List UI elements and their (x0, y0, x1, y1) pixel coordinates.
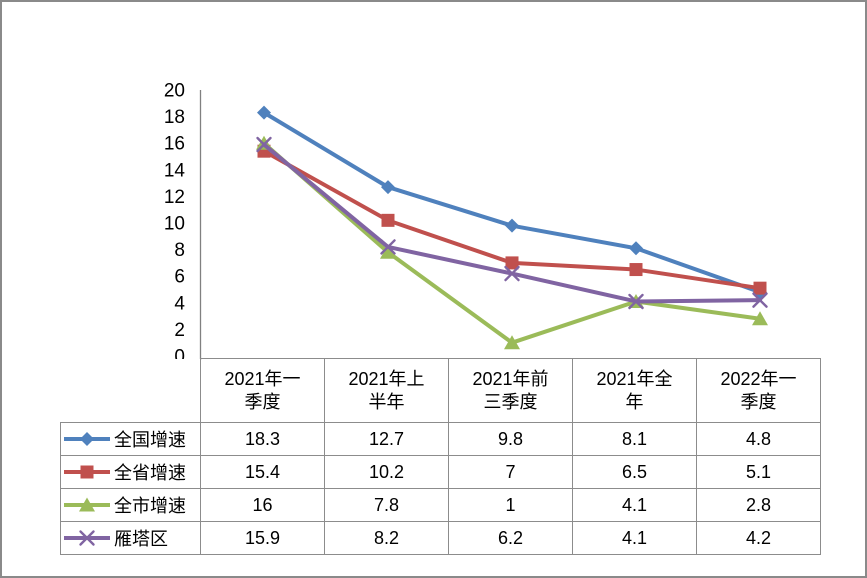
y-tick-label: 20 (164, 81, 185, 102)
category-header-cell-2: 2021年前 三季度 (448, 358, 573, 423)
category-header-cell-3: 2021年全 年 (572, 358, 697, 423)
legend-cell-2: 全市增速 (60, 488, 201, 522)
value-cell-1-3: 6.5 (572, 455, 697, 489)
y-tick-label: 10 (164, 214, 185, 235)
legend-key: 雁塔区 (62, 525, 200, 551)
table-corner-cell (60, 358, 201, 423)
triangle-marker-icon (504, 335, 520, 350)
diamond-marker-icon (381, 180, 395, 195)
value-cell-1-0: 15.4 (200, 455, 325, 489)
series-line-2 (262, 141, 762, 345)
value-cell-3-2: 6.2 (448, 521, 573, 555)
diamond-marker-icon (505, 218, 519, 233)
y-tick-label: 0 (174, 347, 185, 368)
legend-marker-icon (64, 432, 110, 446)
legend-label: 全国增速 (114, 430, 186, 450)
triangle-marker-icon (380, 244, 396, 259)
square-marker-icon (629, 263, 643, 277)
table-row-0: 全国增速 18.3 12.7 9.8 8.1 4.8 (60, 422, 821, 456)
value-cell-3-1: 8.2 (324, 521, 449, 555)
category-header-cell-1: 2021年上 半年 (324, 358, 449, 423)
value-cell-0-3: 8.1 (572, 422, 697, 456)
value-cell-2-4: 2.8 (696, 488, 821, 522)
y-tick-label: 6 (174, 267, 185, 288)
table-wrap: 2021年一 季度 2021年上 半年 2021年前 三季度 2021年全 年 2022… (60, 358, 821, 555)
value-cell-3-3: 4.1 (572, 521, 697, 555)
legend-marker-icon (64, 530, 110, 546)
value-cell-1-1: 10.2 (324, 455, 449, 489)
square-marker-icon (753, 281, 767, 295)
legend-cell-0: 全国增速 (60, 422, 201, 456)
y-tick-label: 14 (164, 160, 186, 181)
y-tick-label: 12 (164, 187, 185, 208)
x-marker-icon (79, 530, 95, 546)
table-header-row: 2021年一 季度 2021年上 半年 2021年前 三季度 2021年全 年 2022… (60, 358, 821, 423)
y-tick-label: 8 (174, 240, 185, 261)
value-cell-1-2: 7 (448, 455, 573, 489)
y-tick-label: 4 (174, 293, 185, 314)
x-marker-icon (752, 292, 768, 308)
diamond-marker-icon (629, 241, 643, 256)
x-marker-icon (380, 239, 396, 255)
legend-cell-3: 雁塔区 (60, 521, 201, 555)
x-marker-icon (256, 136, 272, 153)
value-cell-3-0: 15.9 (200, 521, 325, 555)
diamond-marker-icon (80, 432, 94, 446)
diamond-marker-icon (257, 105, 271, 120)
value-cell-0-1: 12.7 (324, 422, 449, 456)
legend-label: 全省增速 (114, 463, 186, 483)
value-cell-0-2: 9.8 (448, 422, 573, 456)
value-cell-0-4: 4.8 (696, 422, 821, 456)
legend-marker-icon (64, 465, 110, 479)
table-row-1: 全省增速 15.4 10.2 7 6.5 5.1 (60, 455, 821, 489)
legend-key: 全市增速 (62, 492, 200, 518)
square-marker-icon (80, 465, 94, 479)
y-tick-label: 2 (174, 320, 185, 341)
value-cell-2-3: 4.1 (572, 488, 697, 522)
value-cell-1-4: 5.1 (696, 455, 821, 489)
square-marker-icon (505, 256, 519, 270)
x-marker-icon (504, 265, 520, 282)
category-header-cell-4: 2022年一 季度 (696, 358, 821, 423)
value-cell-2-2: 1 (448, 488, 573, 522)
value-cell-2-0: 16 (200, 488, 325, 522)
legend-cell-1: 全省增速 (60, 455, 201, 489)
triangle-marker-icon (752, 311, 768, 326)
legend-label: 雁塔区 (114, 529, 168, 549)
value-cell-0-0: 18.3 (200, 422, 325, 456)
legend-marker-icon (64, 497, 110, 512)
value-cell-2-1: 7.8 (324, 488, 449, 522)
legend-key: 全国增速 (62, 426, 200, 452)
y-tick-label: 16 (164, 134, 185, 155)
y-tick-label: 18 (164, 107, 185, 128)
square-marker-icon (381, 213, 395, 227)
table-row-3: 雁塔区 15.9 8.2 6.2 4.1 4.2 (60, 521, 821, 555)
legend-key: 全省增速 (62, 459, 200, 485)
table-row-2: 全市增速 16 7.8 1 4.1 2.8 (60, 488, 821, 522)
legend-label: 全市增速 (114, 496, 186, 516)
category-header-cell-0: 2021年一 季度 (200, 358, 325, 423)
triangle-marker-icon (79, 497, 95, 512)
value-cell-3-4: 4.2 (696, 521, 821, 555)
x-marker-icon (628, 293, 644, 310)
data-table: 2021年一 季度 2021年上 半年 2021年前 三季度 2021年全 年 2022… (60, 358, 821, 555)
